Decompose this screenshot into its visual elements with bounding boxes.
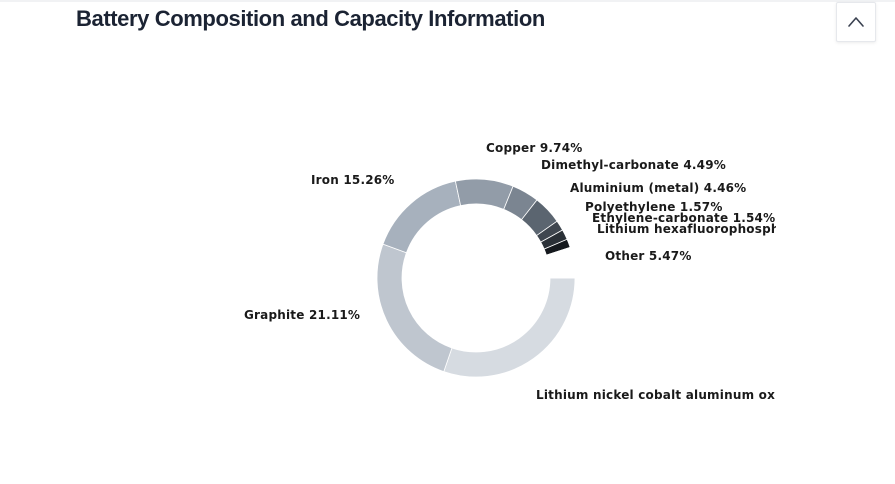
slice-copper[interactable] bbox=[454, 178, 514, 210]
slice-other[interactable] bbox=[545, 246, 576, 279]
label-graphite: Graphite 21.11% bbox=[244, 308, 360, 322]
page-title: Battery Composition and Capacity Informa… bbox=[76, 6, 545, 31]
label-lithium-nickel-cobalt-aluminum-oxide: Lithium nickel cobalt aluminum oxide bbox=[536, 388, 796, 402]
chevron-up-icon bbox=[848, 17, 864, 27]
label-copper: Copper 9.74% bbox=[486, 141, 583, 155]
top-edge-divider bbox=[0, 0, 895, 2]
label-aluminium-metal: Aluminium (metal) 4.46% bbox=[570, 181, 746, 195]
label-dimethyl-carbonate: Dimethyl-carbonate 4.49% bbox=[541, 158, 726, 172]
label-polyethylene: Polyethylene 1.57% bbox=[585, 200, 723, 214]
label-other: Other 5.47% bbox=[605, 249, 692, 263]
slice-lithium-nickel-cobalt-aluminum-oxide[interactable] bbox=[443, 277, 576, 378]
label-lithium-hexafluorophosphate: Lithium hexafluorophospha bbox=[597, 222, 788, 236]
donut-slices bbox=[376, 178, 576, 378]
slice-graphite[interactable] bbox=[376, 243, 453, 373]
scroll-to-top-button[interactable] bbox=[836, 2, 876, 42]
label-iron: Iron 15.26% bbox=[311, 173, 395, 187]
label-ethylene-carbonate: Ethylene-carbonate 1.54% bbox=[592, 211, 775, 225]
donut-labels: Lithium nickel cobalt aluminum oxide Grap… bbox=[244, 141, 796, 402]
slice-iron[interactable] bbox=[382, 180, 462, 254]
